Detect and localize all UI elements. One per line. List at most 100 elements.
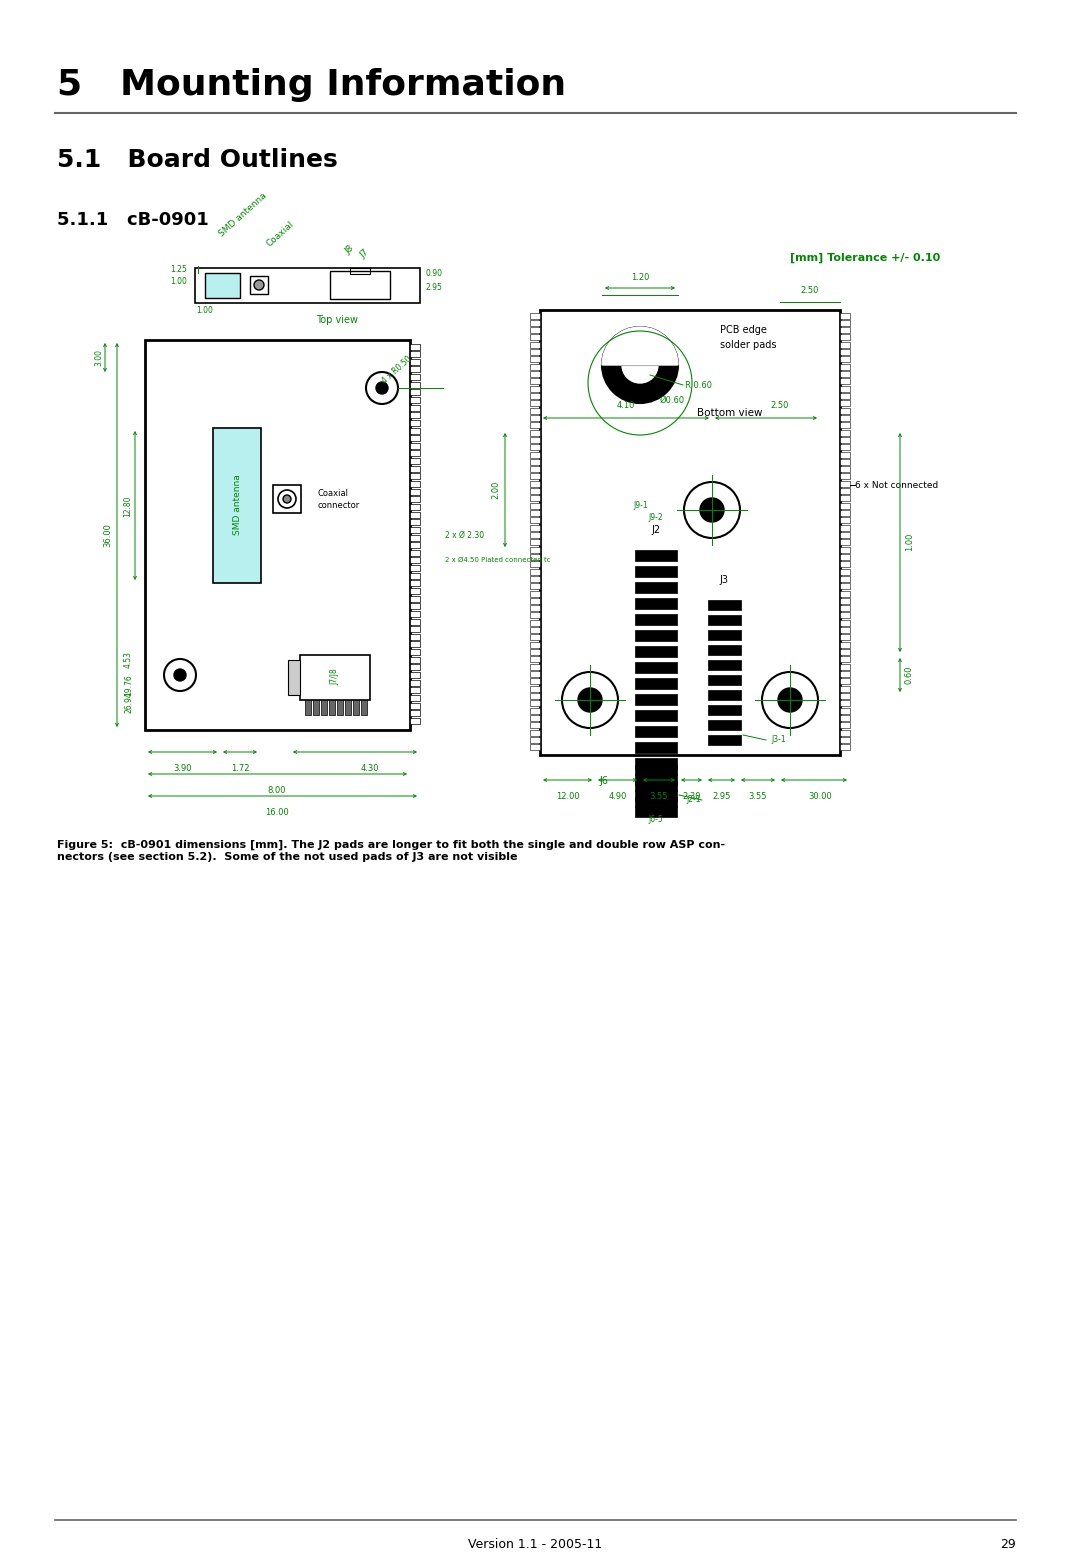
Bar (530, 714, 540, 721)
Bar (530, 738, 540, 742)
Bar (708, 646, 741, 655)
Bar (635, 774, 677, 785)
Bar (840, 569, 850, 575)
Circle shape (622, 347, 658, 383)
Bar (840, 627, 850, 633)
Bar (410, 542, 420, 549)
Bar (840, 356, 850, 363)
Bar (410, 474, 420, 478)
Bar (840, 635, 850, 639)
Bar (410, 519, 420, 525)
Bar (840, 678, 850, 685)
Text: 2.50: 2.50 (771, 402, 789, 410)
Bar (840, 531, 850, 538)
Circle shape (164, 660, 196, 691)
Bar (353, 700, 359, 714)
Bar (530, 400, 540, 406)
Text: Figure 5:  cB-0901 dimensions [mm]. The J2 pads are longer to fit both the singl: Figure 5: cB-0901 dimensions [mm]. The J… (57, 839, 725, 861)
Text: 8.00: 8.00 (268, 786, 286, 796)
Text: Top view: Top view (316, 316, 358, 325)
Circle shape (562, 672, 618, 728)
Bar (350, 267, 369, 274)
Bar (530, 334, 540, 341)
Bar (410, 696, 420, 700)
Text: 4.53: 4.53 (124, 652, 133, 669)
Bar (530, 452, 540, 458)
Text: 3.90: 3.90 (174, 764, 193, 774)
Bar (410, 374, 420, 380)
Bar (530, 408, 540, 414)
Bar (410, 458, 420, 464)
Text: J7/J8: J7/J8 (331, 669, 340, 685)
Bar (530, 583, 540, 589)
Bar (530, 664, 540, 671)
Bar (840, 378, 850, 384)
Bar (410, 420, 420, 427)
Bar (410, 503, 420, 510)
Bar (530, 364, 540, 370)
Bar (840, 452, 850, 458)
Bar (530, 525, 540, 531)
Bar (410, 619, 420, 625)
Bar (530, 460, 540, 466)
Bar (840, 605, 850, 611)
Bar (205, 274, 240, 299)
Bar (530, 320, 540, 327)
Text: J7: J7 (358, 247, 371, 259)
Bar (250, 277, 268, 294)
Text: J2: J2 (651, 525, 661, 535)
Bar (530, 700, 540, 706)
Text: [mm] Tolerance +/- 0.10: [mm] Tolerance +/- 0.10 (789, 253, 940, 263)
Bar (840, 561, 850, 567)
Bar (708, 675, 741, 685)
Text: 12.80: 12.80 (123, 495, 132, 517)
Bar (530, 599, 540, 603)
Bar (840, 525, 850, 531)
Bar (635, 599, 677, 610)
Bar (840, 313, 850, 319)
Bar (840, 444, 850, 450)
Text: 16.00: 16.00 (266, 808, 289, 817)
Bar (145, 341, 410, 730)
Text: 12.00: 12.00 (556, 792, 579, 800)
Bar (840, 599, 850, 603)
Bar (410, 466, 420, 472)
Text: 1.00: 1.00 (905, 533, 914, 552)
Bar (840, 364, 850, 370)
Circle shape (174, 669, 186, 681)
Bar (840, 386, 850, 392)
Bar (635, 694, 677, 705)
Bar (530, 349, 540, 355)
Text: J8: J8 (343, 244, 356, 256)
Text: 2.00: 2.00 (491, 481, 500, 499)
Text: 29: 29 (1000, 1538, 1016, 1552)
Bar (410, 381, 420, 388)
Bar (840, 327, 850, 333)
Bar (530, 444, 540, 450)
Bar (840, 664, 850, 671)
Text: Coaxial: Coaxial (265, 219, 296, 249)
Circle shape (366, 372, 398, 403)
Bar (840, 460, 850, 466)
Bar (840, 656, 850, 663)
Bar (410, 574, 420, 578)
Text: Ø0.60: Ø0.60 (660, 395, 685, 405)
Bar (635, 550, 677, 561)
Circle shape (578, 688, 602, 713)
Text: 4.10: 4.10 (617, 402, 635, 410)
Bar (635, 630, 677, 641)
Bar (840, 517, 850, 524)
Bar (530, 313, 540, 319)
Text: 26.94: 26.94 (124, 691, 133, 713)
Bar (313, 700, 319, 714)
Bar (530, 613, 540, 617)
Bar (708, 614, 741, 625)
Text: 3.00: 3.00 (94, 350, 103, 366)
Bar (410, 535, 420, 541)
Bar (840, 730, 850, 736)
Bar (840, 591, 850, 597)
Bar (410, 627, 420, 631)
Text: 5.1   Board Outlines: 5.1 Board Outlines (57, 148, 337, 172)
Bar (840, 649, 850, 655)
Wedge shape (602, 327, 678, 366)
